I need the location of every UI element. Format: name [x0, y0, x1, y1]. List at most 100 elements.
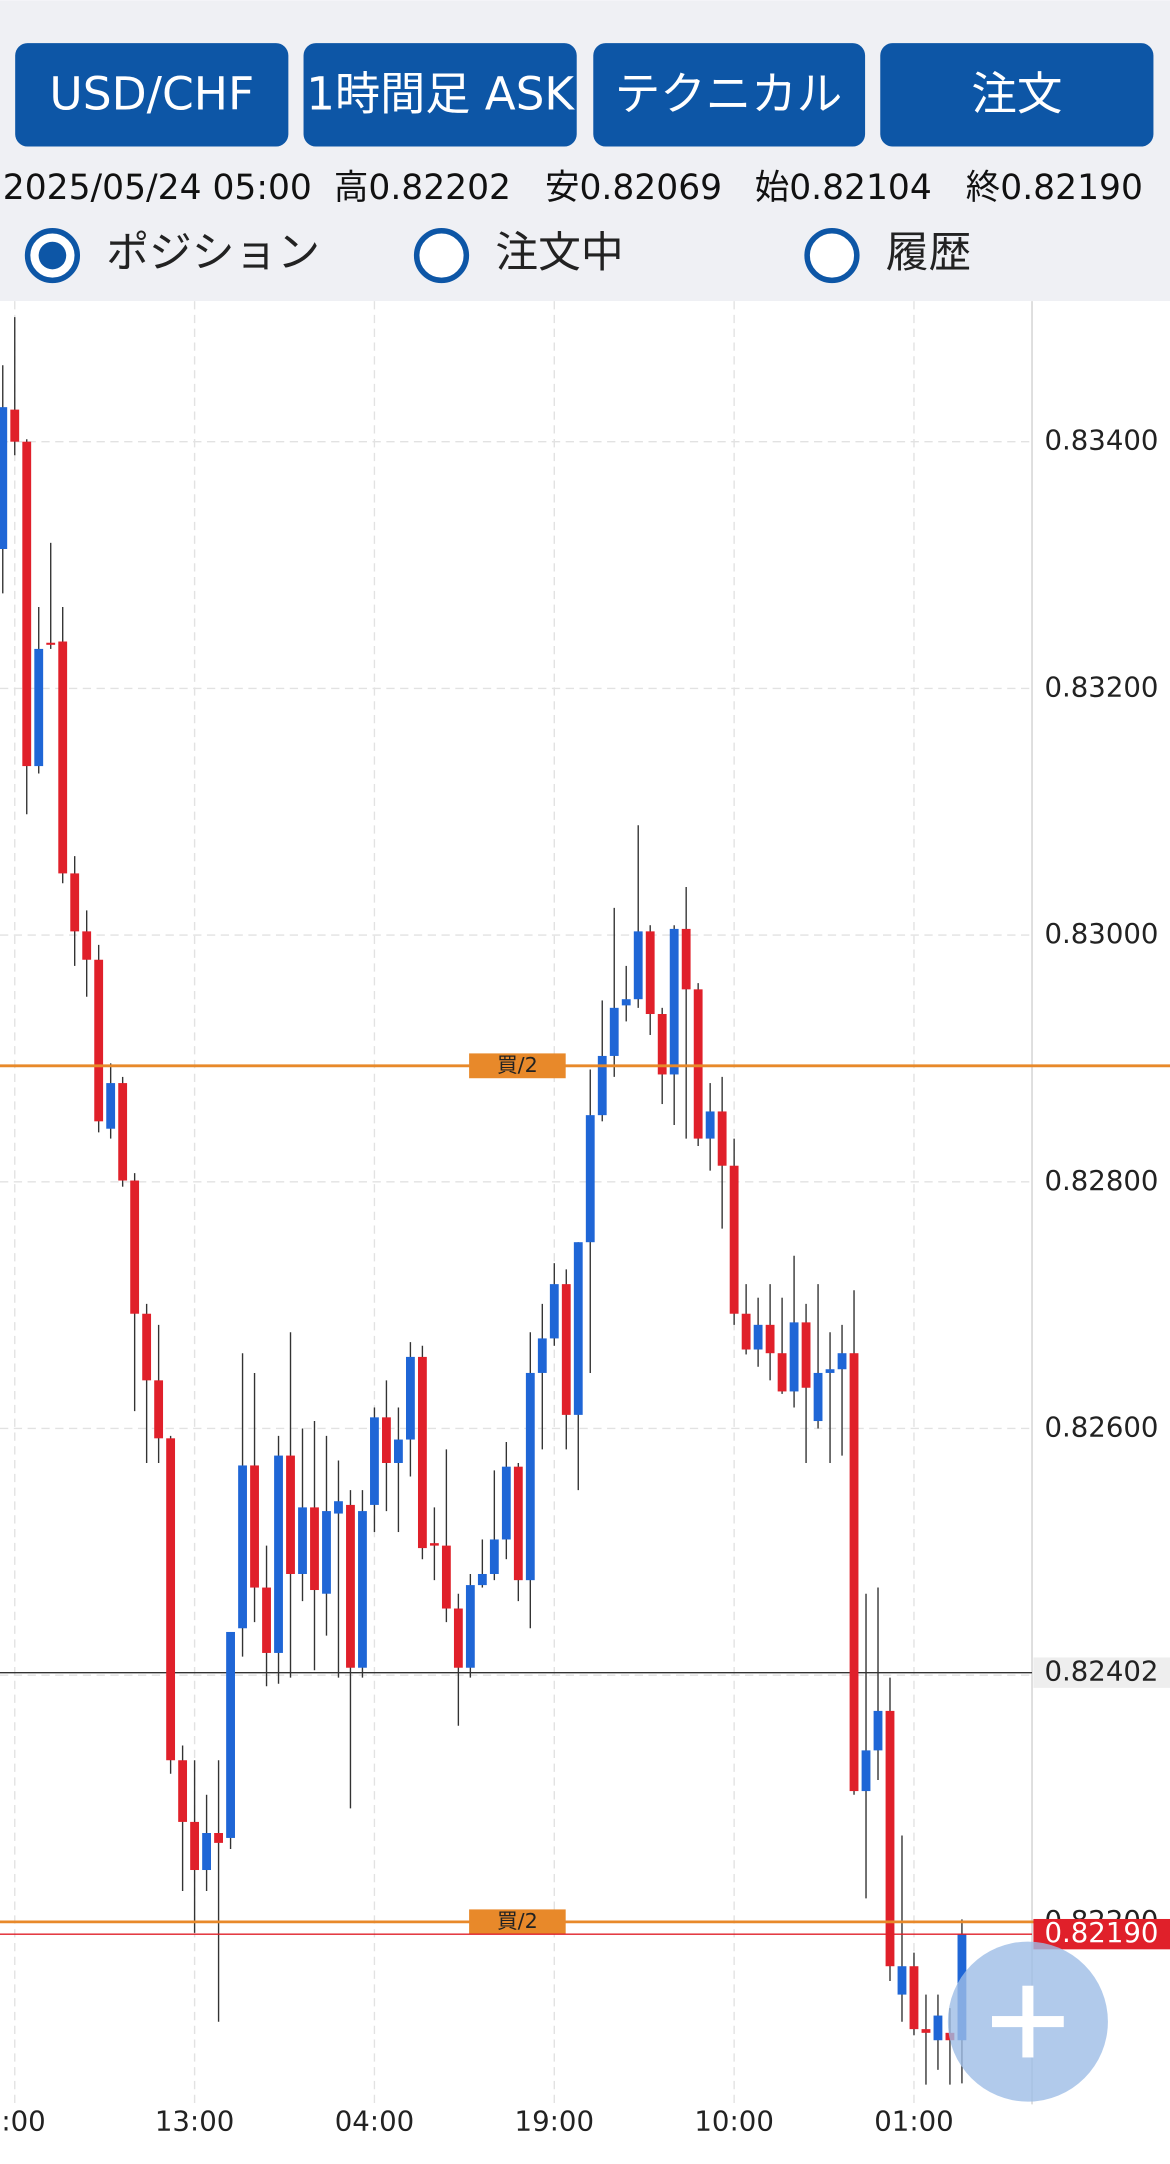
radio[interactable] [413, 227, 470, 284]
candle-body [358, 1511, 367, 1668]
button-label[interactable]: USD/CHF [49, 67, 254, 120]
x-tick-label: 04:00 [335, 2104, 414, 2137]
candle-body [130, 1180, 140, 1314]
info-low: 安0.82069 [545, 168, 722, 208]
candle-body [909, 1966, 919, 2030]
info-open: 始0.82104 [755, 168, 932, 208]
chart-bg [0, 301, 1170, 2164]
x-tick-label: 13:00 [155, 2104, 234, 2137]
candle-body [693, 989, 703, 1139]
candle-body [58, 641, 68, 874]
candle-body [849, 1353, 859, 1792]
candle-body [525, 1372, 535, 1581]
candle-body [82, 931, 92, 960]
candle-body [489, 1539, 499, 1574]
candle-body [142, 1313, 152, 1381]
candle-body [897, 1966, 907, 1995]
x-tick-label: 01:00 [874, 2104, 953, 2137]
candle-body [46, 642, 56, 645]
candle-body [669, 928, 679, 1075]
radio-tab[interactable]: ポジション [24, 227, 320, 284]
radio-tab[interactable]: 履歴 [804, 227, 972, 284]
candle-body [70, 873, 80, 932]
y-tick-label: 0.83000 [1044, 917, 1158, 950]
tab-label[interactable]: 注文中 [495, 228, 623, 278]
candle-body [513, 1466, 523, 1581]
candle-body [250, 1465, 259, 1588]
current-price-bg [1033, 1918, 1170, 1950]
candle-body [501, 1466, 511, 1540]
position-label: 買/2 [497, 1909, 538, 1933]
candle-body [633, 931, 643, 1000]
candle-body [310, 1507, 319, 1591]
candle-body [405, 1356, 415, 1440]
price-label-bg [1033, 1657, 1170, 1688]
candle-body [813, 1372, 823, 1422]
candle-body [166, 1438, 176, 1761]
candle-body [921, 2029, 931, 2033]
position-label: 買/2 [497, 1053, 538, 1077]
candle-body [214, 1833, 223, 1843]
timeframe-button[interactable]: 1時間足 ASK [303, 43, 577, 147]
candle-body [621, 999, 631, 1006]
candle-body [645, 931, 655, 1015]
add-button[interactable] [947, 1941, 1108, 2102]
candle-body [777, 1353, 787, 1392]
candle-body [933, 2015, 943, 2041]
candle-body [370, 1417, 379, 1505]
symbol-button[interactable]: USD/CHF [15, 43, 289, 147]
candle-body [717, 1111, 727, 1166]
candle-body [573, 1242, 583, 1415]
candle-body [298, 1507, 307, 1574]
candle-body [561, 1284, 571, 1415]
button-label[interactable]: テクニカル [615, 67, 843, 120]
position-tag [469, 1053, 566, 1079]
plot: 0.822000.824000.826000.828000.830000.832… [0, 301, 1170, 2137]
candle-body [597, 1055, 607, 1116]
order-button[interactable]: 注文 [880, 43, 1154, 147]
candle-body [729, 1165, 739, 1314]
radio-dot[interactable] [38, 241, 67, 270]
candle-body [394, 1439, 403, 1463]
candle-body [585, 1115, 595, 1243]
candle-body [765, 1324, 775, 1354]
tab-label[interactable]: ポジション [106, 228, 320, 278]
button-label[interactable]: 1時間足 ASK [306, 67, 575, 120]
candle-body [346, 1504, 355, 1668]
candle-body [801, 1322, 811, 1388]
candle-body [609, 1007, 619, 1056]
button-label[interactable]: 注文 [971, 67, 1062, 120]
candle-body [334, 1501, 343, 1514]
candle-body [477, 1573, 487, 1586]
candle-body [789, 1322, 799, 1392]
candle-body [465, 1585, 475, 1668]
candle-body [825, 1369, 835, 1373]
candle-body [549, 1284, 559, 1339]
candle-body [741, 1313, 751, 1350]
add-icon[interactable] [1022, 1985, 1034, 2058]
candle-body [274, 1455, 283, 1653]
info-high: 高0.82202 [334, 168, 511, 208]
candle-body [10, 409, 20, 442]
radio-tab[interactable]: 注文中 [413, 227, 624, 284]
candle-body [322, 1511, 331, 1594]
candle-body [382, 1417, 391, 1463]
candle-body [873, 1710, 883, 1751]
tab-label[interactable]: 履歴 [886, 228, 972, 278]
candle-body [657, 1014, 667, 1075]
y-tick-label: 0.83200 [1044, 670, 1158, 703]
radio[interactable] [804, 227, 860, 284]
candle-body [441, 1545, 451, 1609]
info-close: 終0.82190 [966, 168, 1143, 208]
candle-body [537, 1338, 547, 1373]
candle-body [94, 959, 104, 1122]
candle-body [861, 1750, 871, 1792]
candle-body [202, 1833, 212, 1871]
technical-button[interactable]: テクニカル [593, 43, 866, 147]
tabs: ポジション 注文中 履歴 [24, 227, 972, 284]
current-price-label: 0.82190 [1044, 1916, 1158, 1949]
candle-body [178, 1760, 188, 1822]
y-tick-label: 0.82600 [1044, 1410, 1158, 1443]
